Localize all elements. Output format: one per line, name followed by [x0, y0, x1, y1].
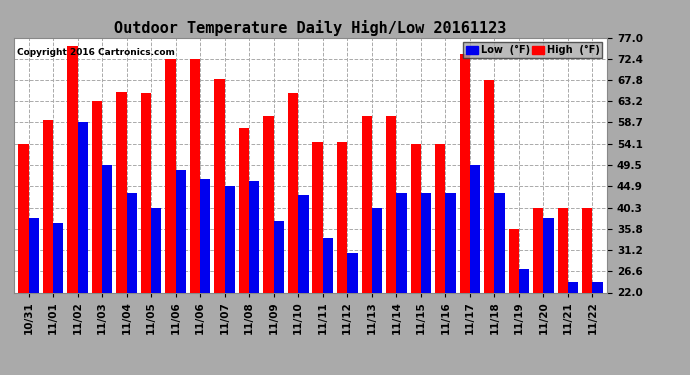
Bar: [264, 116, 274, 292]
Bar: [558, 208, 568, 292]
Bar: [43, 120, 53, 292]
Bar: [372, 208, 382, 292]
Bar: [533, 208, 544, 292]
Bar: [239, 128, 249, 292]
Bar: [215, 79, 225, 292]
Bar: [126, 193, 137, 292]
Bar: [470, 165, 480, 292]
Bar: [593, 282, 603, 292]
Bar: [200, 179, 210, 292]
Bar: [568, 282, 578, 292]
Bar: [141, 93, 151, 292]
Bar: [288, 93, 298, 292]
Bar: [347, 253, 357, 292]
Bar: [396, 193, 406, 292]
Bar: [435, 144, 445, 292]
Bar: [337, 142, 347, 292]
Bar: [544, 218, 554, 292]
Bar: [67, 46, 77, 292]
Bar: [509, 228, 519, 292]
Bar: [92, 102, 102, 292]
Bar: [77, 122, 88, 292]
Bar: [519, 269, 529, 292]
Bar: [151, 208, 161, 292]
Bar: [53, 223, 63, 292]
Bar: [18, 144, 28, 292]
Bar: [313, 142, 323, 292]
Bar: [362, 116, 372, 292]
Bar: [445, 193, 455, 292]
Bar: [117, 92, 126, 292]
Text: Copyright 2016 Cartronics.com: Copyright 2016 Cartronics.com: [17, 48, 175, 57]
Bar: [323, 238, 333, 292]
Bar: [421, 193, 431, 292]
Bar: [176, 170, 186, 292]
Bar: [190, 59, 200, 292]
Bar: [166, 59, 176, 292]
Bar: [484, 80, 495, 292]
Bar: [298, 195, 308, 292]
Bar: [274, 220, 284, 292]
Bar: [460, 54, 470, 292]
Bar: [225, 186, 235, 292]
Bar: [102, 165, 112, 292]
Bar: [28, 218, 39, 292]
Bar: [386, 116, 396, 292]
Bar: [582, 208, 593, 292]
Bar: [411, 144, 421, 292]
Bar: [249, 181, 259, 292]
Legend: Low  (°F), High  (°F): Low (°F), High (°F): [464, 42, 602, 58]
Title: Outdoor Temperature Daily High/Low 20161123: Outdoor Temperature Daily High/Low 20161…: [115, 20, 506, 36]
Bar: [495, 193, 504, 292]
